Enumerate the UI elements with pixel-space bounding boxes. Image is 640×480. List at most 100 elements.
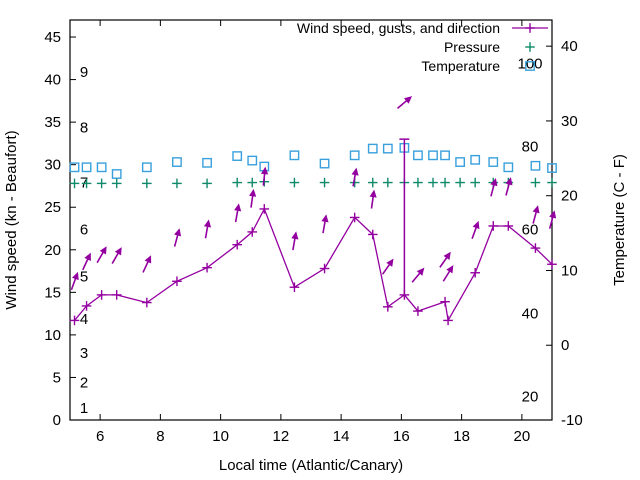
temperature-point [530,160,541,171]
y2-tick-label: 20 [561,188,578,205]
arrow-head [416,267,425,276]
wind-direction-arrow [173,228,182,247]
legend-label: Wind speed, gusts, and direction [297,20,500,36]
wind-direction-arrow [411,267,425,283]
series-pressure [69,176,557,189]
wind-direction-arrow [249,188,257,208]
wind-direction-arrow [351,167,359,187]
arrow-head [234,203,242,212]
arrow-head [144,255,152,264]
wind-direction-arrow [548,210,557,229]
wind-direction-arrow [82,252,91,271]
wind-direction-arrow [142,255,152,273]
arrow-head [369,189,377,198]
y-axis-title: Wind speed (kn - Beaufort) [3,130,20,309]
legend-marker-square [525,61,535,71]
y2-tick-label: 30 [561,113,578,130]
temperature-point [503,162,514,173]
temperature-point [289,150,300,161]
x-axis-ticks: 6 8 10 12 14 16 18 20 [96,20,530,445]
x-tick-label: 16 [393,428,410,445]
legend-label: Temperature [421,58,500,74]
y-tick-label: 15 [44,284,61,301]
beaufort-label: 1 [80,400,88,417]
temperature-point [455,157,466,167]
legend-label: Pressure [444,39,500,55]
arrow-head [203,219,212,228]
y2-tick-label: 10 [561,262,578,279]
beaufort-label: 9 [80,64,88,81]
y2-tick-label: 40 [561,38,578,55]
beaufort-label: 5 [80,268,88,285]
fahrenheit-label: 40 [522,305,539,322]
x-tick-label: 10 [212,428,229,445]
beaufort-label: 8 [80,119,88,136]
arrow-head [472,220,480,230]
wind-direction-arrow [471,220,480,239]
temperature-point [470,154,481,165]
arrow-head [443,251,451,261]
temperature-point [349,150,360,161]
wind-direction-arrow [396,96,413,109]
temperature-point [232,151,243,161]
temperature-point [428,150,438,161]
temperature-point [367,143,378,154]
x-tick-label: 8 [156,428,164,445]
fahrenheit-label: 60 [522,222,539,239]
y2-axis-title: Temperature (C - F) [611,154,628,286]
wind-direction-arrow [111,247,122,264]
beaufort-label: 6 [80,222,88,239]
arrow-head [505,177,513,186]
arrow-head [71,271,79,281]
wind-direction-arrow [439,251,451,268]
beaufort-label: 3 [80,345,88,362]
temperature-point [382,143,393,154]
wind-direction-arrow [260,166,269,186]
x-tick-label: 18 [453,428,470,445]
fahrenheit-label: 20 [522,388,539,405]
temperature-point [488,157,499,167]
temperature-point [111,169,122,179]
wind-direction-arrow [321,214,329,234]
fahrenheit-label: 100 [517,56,542,73]
arrow-head [321,214,329,223]
wind-direction-arrow [532,205,540,224]
temperature-point [319,158,330,169]
temperature-point [69,162,80,173]
temperature-point [141,162,152,173]
fahrenheit-scale-labels: 20 40 60 80 100 [517,56,542,406]
wind-direction-arrow [96,246,107,264]
temperature-point [202,157,212,168]
arrow-head [174,228,182,237]
arrow-head [114,247,122,256]
temperature-point [547,163,557,173]
beaufort-label: 4 [80,311,88,328]
arrow-head [351,167,359,176]
arrow-head [386,258,394,267]
arrow-head [84,252,91,261]
x-axis-title: Local time (Atlantic/Canary) [219,457,403,474]
wind-speed-line [74,207,553,323]
x-tick-label: 12 [273,428,290,445]
arrow-head [446,265,454,274]
wind-direction-arrow [369,189,377,209]
y2-tick-label: -10 [561,412,583,429]
beaufort-label: 2 [80,375,88,392]
wind-direction-arrow [291,231,299,251]
x-tick-label: 14 [333,428,350,445]
wind-direction-arrow [382,258,394,275]
y-tick-label: 10 [44,327,61,344]
y2-tick-label: 0 [561,337,569,354]
series-temperature [69,142,557,179]
arrow-head [249,188,257,197]
y-tick-label: 25 [44,199,61,216]
arrow-head [291,231,299,240]
y-tick-label: 5 [53,369,61,386]
arrow-head [549,210,557,219]
x-tick-label: 20 [514,428,531,445]
wind-direction-arrow [234,203,242,223]
arrow-head [490,178,498,187]
wind-direction-arrow [505,177,513,196]
